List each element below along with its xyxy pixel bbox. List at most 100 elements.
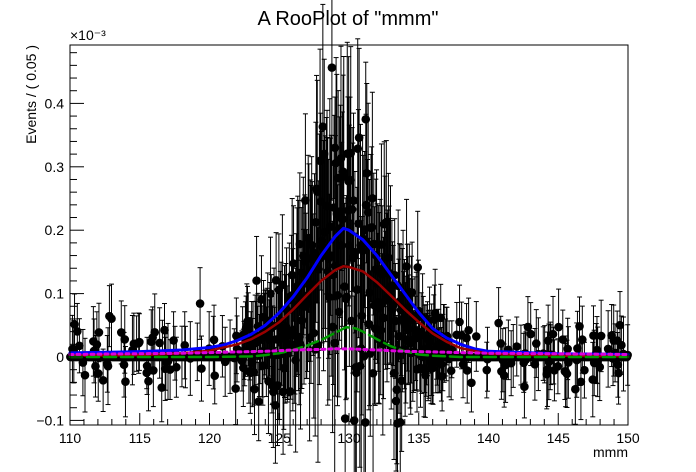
data-point xyxy=(120,335,130,344)
data-point xyxy=(349,196,358,205)
data-point xyxy=(588,375,598,384)
x-axis-title: mmm xyxy=(593,444,628,460)
data-point xyxy=(530,360,540,369)
data-point xyxy=(91,361,100,371)
x-tick-label: 150 xyxy=(616,430,640,446)
data-point xyxy=(347,205,357,214)
data-point xyxy=(543,364,552,374)
data-point xyxy=(340,414,350,423)
data-point xyxy=(603,344,613,354)
data-point xyxy=(580,365,589,375)
data-point xyxy=(307,240,316,250)
data-point xyxy=(318,122,328,132)
x-tick-label: 135 xyxy=(407,430,431,446)
data-point xyxy=(361,114,371,124)
data-point xyxy=(334,307,344,317)
y-tick-label: 0.2 xyxy=(45,222,65,238)
data-point xyxy=(558,335,568,344)
x-tick-label: 130 xyxy=(337,430,361,446)
data-point xyxy=(499,371,509,380)
data-point xyxy=(467,378,476,388)
data-point xyxy=(613,360,623,370)
x-tick-label: 145 xyxy=(547,430,571,446)
y-tick-label: 0.4 xyxy=(45,95,65,111)
data-point xyxy=(347,316,356,326)
x-tick-label: 125 xyxy=(268,430,292,446)
data-point xyxy=(150,327,160,337)
data-point xyxy=(197,364,206,373)
data-point xyxy=(271,276,281,285)
data-point xyxy=(195,299,205,308)
axes: 110 115 120 125 130 135 140 145 150 −0.1 0 0.1 0.2 0.… xyxy=(36,52,640,446)
data-point xyxy=(75,341,84,351)
x-tick-label: 140 xyxy=(477,430,501,446)
data-point xyxy=(363,207,373,217)
data-point xyxy=(301,196,310,205)
data-point xyxy=(407,288,417,297)
data-point xyxy=(482,365,492,375)
data-point xyxy=(368,193,377,203)
data-point xyxy=(243,325,253,334)
data-point xyxy=(494,318,503,328)
data-point xyxy=(232,331,241,341)
data-point xyxy=(349,416,359,425)
data-point xyxy=(596,331,606,341)
data-point xyxy=(548,329,558,339)
data-point xyxy=(512,342,522,351)
data-point xyxy=(254,397,263,406)
data-point xyxy=(589,331,598,340)
data-point xyxy=(471,332,481,341)
data-point xyxy=(523,322,533,332)
data-point xyxy=(402,262,411,271)
data-point xyxy=(617,340,626,350)
data-point xyxy=(446,366,456,376)
data-point xyxy=(210,371,220,380)
data-point xyxy=(209,335,219,345)
x-tick-label: 115 xyxy=(129,430,152,446)
data-point xyxy=(311,217,321,227)
data-point xyxy=(391,396,401,406)
data-point xyxy=(571,384,580,394)
data-point xyxy=(155,338,164,348)
data-point xyxy=(364,319,374,329)
fit-curve-total xyxy=(68,226,630,356)
y-exponent-label: ×10⁻³ xyxy=(70,27,106,43)
data-point xyxy=(563,344,572,354)
fit-curve-component-c xyxy=(68,347,630,356)
x-tick-label: 110 xyxy=(59,430,82,446)
data-point xyxy=(368,368,378,378)
data-point xyxy=(352,285,362,294)
data-point xyxy=(365,349,375,358)
data-point xyxy=(160,325,169,335)
data-point xyxy=(575,322,584,331)
data-point xyxy=(553,361,563,371)
data-point xyxy=(397,376,406,386)
data-point xyxy=(135,337,144,347)
data-point xyxy=(142,368,152,378)
data-point xyxy=(172,362,181,372)
data-point xyxy=(353,144,363,154)
data-point xyxy=(595,362,605,372)
data-point xyxy=(464,325,473,335)
data-point xyxy=(252,276,261,285)
fit-curve-component-a xyxy=(68,265,630,358)
data-point xyxy=(592,345,602,355)
data-point xyxy=(250,384,259,394)
data-point xyxy=(295,239,305,249)
data-point xyxy=(554,322,563,332)
data-point xyxy=(121,377,130,386)
data-point xyxy=(395,418,405,427)
data-point xyxy=(92,340,102,349)
data-point xyxy=(116,328,126,337)
data-point xyxy=(462,366,472,375)
data-point xyxy=(391,316,400,326)
y-tick-label: 0 xyxy=(56,349,64,365)
data-point xyxy=(413,263,423,272)
data-point xyxy=(327,63,337,72)
data-point xyxy=(615,320,625,330)
y-tick-label: 0.1 xyxy=(45,286,65,302)
data-point xyxy=(362,168,372,178)
data-point xyxy=(93,369,103,378)
data-point xyxy=(180,341,190,350)
